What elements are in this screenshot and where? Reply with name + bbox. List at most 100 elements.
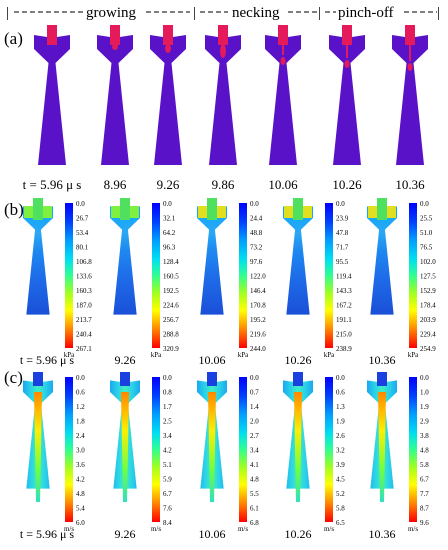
colorbar-tick-label: 2.7 (250, 432, 259, 440)
colorbar-tick-label: 7.7 (420, 490, 429, 498)
colorbar-tick-label: 192.5 (163, 287, 179, 295)
colorbar-tick-label: 143.3 (336, 287, 352, 295)
colorbar-tick-label: 5.5 (250, 490, 259, 498)
colorbar-tick-label: 6.0 (76, 519, 85, 527)
time-label: 10.26 (285, 527, 312, 541)
liquid-meniscus (220, 44, 226, 58)
colorbar-tick-label: 5.8 (336, 505, 345, 513)
colorbar-tick-label: 4.5 (336, 476, 345, 484)
colorbar-tick-label: 2.9 (420, 418, 429, 426)
colorbar-tick-label: 9.6 (420, 519, 429, 527)
colorbar-tick-label: 127.5 (420, 273, 436, 281)
panel-b-pressure-field: 0.0 26.7 53.4 80.1 106.8 133.6 160.3 187.0 213.7… (20, 198, 436, 367)
colorbar-tick-label: 195.2 (250, 316, 266, 324)
colorbar-tick-label: 146.4 (250, 287, 266, 295)
colorbar-tick-label: 0.0 (420, 374, 429, 382)
colorbar-unit: m/s (238, 525, 248, 533)
colorbar-tick-label: 1.8 (76, 418, 85, 426)
colorbar-unit: m/s (324, 525, 334, 533)
colorbar-tick-label: 0.0 (336, 200, 345, 208)
colorbar-tick-label: 76.5 (420, 244, 433, 252)
panel-b-label: (b) (4, 200, 24, 219)
colorbar-tick-label: 5.8 (420, 461, 429, 469)
droplet (407, 63, 413, 71)
high-velocity-jet (378, 392, 386, 502)
colorbar-tick-label: 229.4 (420, 331, 436, 339)
colorbar-unit: kPa (324, 351, 335, 359)
inlet-region (377, 372, 387, 386)
panel-c-label: (c) (4, 368, 23, 387)
colorbar-tick-label: 80.1 (76, 244, 89, 252)
liquid-inlet (342, 25, 352, 45)
colorbar-tick-label: 5.9 (163, 476, 172, 484)
time-label: 10.06 (199, 353, 226, 367)
colorbar-tick-label: 0.0 (336, 374, 345, 382)
colorbar-tick-label: 213.7 (76, 316, 92, 324)
liquid-meniscus (112, 44, 118, 50)
colorbar-tick-label: 0.0 (76, 374, 85, 382)
colorbar-tick-label: 152.9 (420, 287, 436, 295)
colorbar (239, 203, 247, 348)
colorbar-unit: kPa (151, 351, 162, 359)
colorbar-unit: kPa (408, 351, 419, 359)
colorbar-unit: m/s (64, 525, 74, 533)
gas-domain (205, 25, 241, 165)
colorbar-tick-label: 240.4 (76, 331, 92, 339)
colorbar-tick-label: 25.5 (420, 215, 433, 223)
time-label: 10.26 (285, 353, 312, 367)
colorbar-tick-label: 5.4 (76, 505, 85, 513)
colorbar-tick-label: 3.4 (163, 432, 172, 440)
colorbar-tick-label: 4.8 (76, 490, 85, 498)
colorbar-tick-label: 187.0 (76, 302, 92, 310)
field-domain (110, 198, 140, 315)
colorbar-tick-label: 106.8 (76, 258, 92, 266)
colorbar-tick-label: 8.4 (163, 519, 172, 527)
phase-header: | growing | necking | pinch-off | (6, 5, 440, 21)
field-domain (283, 198, 313, 315)
colorbar-tick-label: 160.3 (76, 287, 92, 295)
colorbar-tick-label: 8.7 (420, 505, 429, 513)
time-label: 10.26 (332, 177, 362, 192)
colorbar (409, 203, 417, 348)
field-domain (197, 198, 227, 315)
colorbar-tick-label: 0.0 (250, 200, 259, 208)
panel-a-phase-field: t = 5.96 μ s 8.96 9.26 9.86 10.06 10.26 10.36 (23, 25, 428, 192)
colorbar-tick-label: 2.6 (336, 432, 345, 440)
colorbar-tick-label: 5.2 (336, 490, 345, 498)
liquid-inlet (110, 25, 120, 45)
colorbar-tick-label: 3.8 (420, 432, 429, 440)
colorbar-tick-label: 0.0 (163, 374, 172, 382)
colorbar-tick-label: 4.2 (163, 447, 172, 455)
liquid-neck (409, 45, 411, 61)
colorbar-tick-label: 4.1 (250, 461, 259, 469)
colorbar-tick-label: 1.0 (420, 389, 429, 397)
colorbar (325, 203, 333, 348)
colorbar-tick-label: 71.7 (336, 244, 349, 252)
colorbar-tick-label: 0.0 (250, 374, 259, 382)
colorbar-tick-label: 0.7 (250, 389, 259, 397)
high-velocity-jet (121, 392, 129, 502)
colorbar-tick-label: 2.5 (163, 418, 172, 426)
inlet-region (33, 372, 43, 386)
liquid-meniscus (165, 44, 171, 53)
colorbar-tick-label: 0.6 (76, 389, 85, 397)
colorbar-tick-label: 26.7 (76, 215, 89, 223)
colorbar-tick-label: 3.0 (76, 447, 85, 455)
colorbar-tick-label: 170.8 (250, 302, 266, 310)
colorbar-tick-label: 6.1 (250, 505, 259, 513)
time-label: 9.86 (212, 177, 235, 192)
time-label: 9.26 (115, 353, 136, 367)
liquid-inlet (405, 25, 415, 45)
time-label: 9.26 (157, 177, 180, 192)
colorbar-tick-label: 215.0 (336, 331, 352, 339)
high-velocity-jet (208, 392, 216, 502)
gas-domain (392, 25, 428, 165)
gas-domain (97, 25, 133, 165)
colorbar-tick-label: 3.4 (250, 447, 259, 455)
colorbar-tick-label: 6.7 (163, 490, 172, 498)
colorbar-tick-label: 95.5 (336, 258, 349, 266)
time-label: 9.26 (115, 527, 136, 541)
colorbar-tick-label: 244.0 (250, 345, 266, 353)
high-velocity-jet (294, 392, 302, 502)
